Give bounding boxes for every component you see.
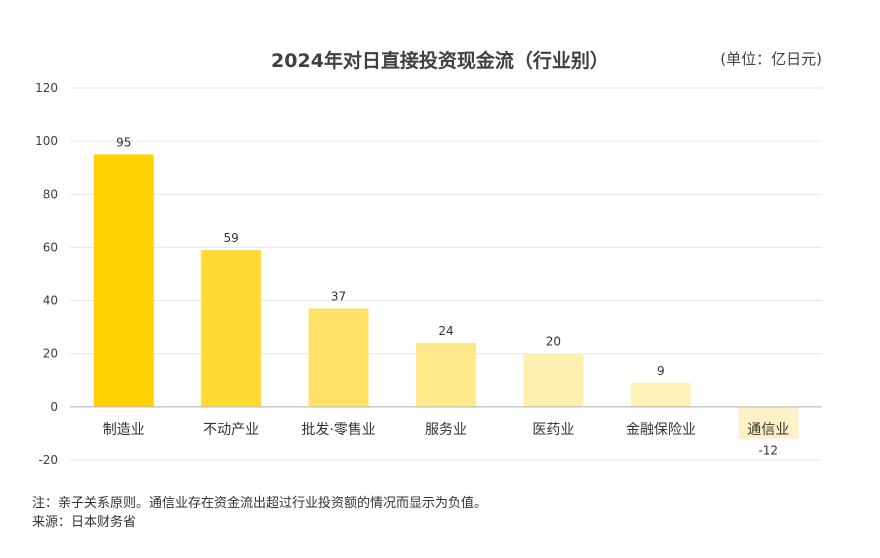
chart-title: 2024年对日直接投资现金流（行业别） [271, 50, 609, 72]
unit-label: (单位：亿日元) [720, 50, 822, 68]
data-label: 37 [331, 290, 346, 304]
bar [523, 353, 584, 407]
x-tick-label: 服务业 [425, 422, 467, 438]
data-label: 59 [224, 231, 239, 245]
y-tick-label: -20 [38, 453, 58, 467]
bar [738, 406, 799, 439]
y-tick-label: 60 [43, 240, 58, 254]
y-tick-label: 120 [35, 81, 58, 95]
bar [93, 154, 154, 407]
footnote: 注：亲子关系原则。通信业存在资金流出超过行业投资额的情况而显示为负值。 [32, 496, 488, 511]
bar [630, 382, 691, 407]
data-label: -12 [758, 444, 778, 458]
data-label: 9 [657, 364, 665, 378]
x-tick-label: 批发·零售业 [301, 422, 375, 438]
y-tick-label: 100 [35, 134, 58, 148]
x-tick-label: 金融保险业 [626, 422, 696, 438]
y-tick-label: 80 [43, 187, 58, 201]
x-tick-label: 不动产业 [203, 422, 259, 438]
x-tick-label: 医药业 [532, 422, 574, 438]
data-label: 95 [116, 135, 131, 149]
data-label: 24 [438, 324, 453, 338]
data-label: 20 [546, 335, 561, 349]
bar [308, 308, 369, 407]
source-note: 来源：日本财务省 [32, 515, 137, 530]
x-tick-label: 制造业 [103, 422, 145, 438]
bar-chart: -20 0 20 40 60 80 100 120 95 制造业 59 不动产业 37 批发·零售业 24 服… [35, 81, 822, 467]
y-tick-label: 0 [50, 400, 58, 414]
y-tick-label: 40 [43, 294, 58, 308]
bar [416, 343, 476, 407]
y-tick-label: 20 [43, 347, 58, 361]
bar [201, 250, 262, 407]
x-tick-label: 通信业 [747, 422, 789, 438]
